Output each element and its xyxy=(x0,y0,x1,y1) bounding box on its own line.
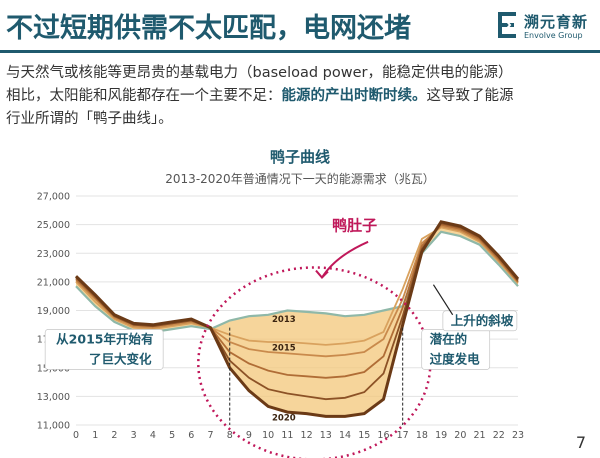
ramp-arrow xyxy=(432,284,454,316)
annotation-text: 过度发电 xyxy=(430,351,481,366)
series-lines xyxy=(74,220,520,418)
paragraph-line-2: 相比，太阳能和风能都存在一个主要不足：能源的产出时断时续。这导致了能源 xyxy=(6,85,596,108)
logo-mark-icon xyxy=(498,12,516,38)
belly-fill xyxy=(76,221,518,417)
duck-curve-chart: 鸭子曲线 2013-2020年普通情况下一天的能源需求（兆瓦） 11,00013… xyxy=(37,148,524,458)
x-tick-label: 22 xyxy=(493,430,505,441)
y-tick-label: 27,000 xyxy=(37,192,70,203)
page-number: 7 xyxy=(575,433,586,452)
y-tick-label: 25,000 xyxy=(37,220,70,231)
paragraph-line-1: 与天然气或核能等更昂贵的基载电力（baseload power，能稳定供电的能源… xyxy=(6,65,513,81)
slide-title: 不过短期供需不太匹配，电网还堵 xyxy=(6,13,411,44)
x-tick-label: 7 xyxy=(207,430,213,441)
series-label: 2015 xyxy=(272,344,296,354)
annotations: 201320152020鸭肚子从2015年开始有了巨大变化上升的斜坡潜在的过度发… xyxy=(44,216,518,458)
chart-title: 鸭子曲线 xyxy=(270,148,330,166)
x-tick-label: 20 xyxy=(454,430,466,441)
paragraph-highlight: 能源的产出时断时续。 xyxy=(281,88,427,104)
y-tick-label: 23,000 xyxy=(37,249,70,260)
paragraph-line-2-start: 相比，太阳能和风能都存在一个主要不足： xyxy=(6,88,282,104)
x-tick-label: 8 xyxy=(227,430,233,441)
annotation-text: 鸭肚子 xyxy=(332,216,377,234)
x-tick-label: 10 xyxy=(262,430,274,441)
series-line xyxy=(75,225,519,358)
logo-name-cn: 溯元育新 xyxy=(524,13,589,31)
paragraph-line-3: 行业所谓的「鸭子曲线」。 xyxy=(6,111,173,127)
y-tick-label: 21,000 xyxy=(37,277,70,288)
chart-subtitle: 2013-2020年普通情况下一天的能源需求（兆瓦） xyxy=(165,171,434,186)
callout-box-left xyxy=(44,329,164,370)
annotation-text: 潜在的 xyxy=(430,331,468,346)
series-line xyxy=(75,226,519,346)
x-tick-label: 4 xyxy=(150,430,156,441)
series-line xyxy=(74,220,520,418)
y-tick-label: 13,000 xyxy=(37,392,70,403)
x-tick-label: 5 xyxy=(169,430,175,441)
annotation-text: 从2015年开始有 xyxy=(56,331,153,346)
x-tick-label: 14 xyxy=(339,430,351,441)
x-tick-label: 9 xyxy=(246,430,252,441)
paragraph-line-2-end: 这导致了能源 xyxy=(426,88,514,104)
annotation-text: 上升的斜坡 xyxy=(451,313,514,328)
series-label: 2013 xyxy=(272,315,296,325)
x-tick-label: 19 xyxy=(435,430,447,441)
intro-paragraph: 与天然气或核能等更昂贵的基载电力（baseload power，能稳定供电的能源… xyxy=(6,62,596,131)
brand-logo: 溯元育新 Envolve Group xyxy=(496,8,596,48)
x-tick-label: 0 xyxy=(73,430,79,441)
x-tick-label: 13 xyxy=(320,430,332,441)
belly-area xyxy=(76,221,518,417)
x-tick-label: 23 xyxy=(512,430,524,441)
title-divider xyxy=(0,50,600,53)
x-tick-label: 6 xyxy=(188,430,194,441)
x-tick-label: 18 xyxy=(416,430,428,441)
annotation-text: 了巨大变化 xyxy=(89,351,152,366)
series-label: 2020 xyxy=(272,414,296,424)
callout-box-slope xyxy=(442,310,518,332)
belly-arrow xyxy=(321,240,369,279)
x-tick-label: 15 xyxy=(358,430,370,441)
x-tick-label: 3 xyxy=(131,430,137,441)
x-tick-label: 2 xyxy=(111,430,117,441)
x-tick-label: 1 xyxy=(92,430,98,441)
x-tick-label: 11 xyxy=(281,430,293,441)
x-tick-label: 16 xyxy=(377,430,389,441)
arrow-head-icon xyxy=(315,269,329,280)
x-tick-label: 21 xyxy=(474,430,486,441)
y-tick-label: 11,000 xyxy=(37,421,70,432)
x-tick-label: 12 xyxy=(301,430,313,441)
logo-name-en: Envolve Group xyxy=(524,31,583,40)
x-tick-label: 17 xyxy=(397,430,409,441)
y-tick-label: 19,000 xyxy=(37,306,70,317)
